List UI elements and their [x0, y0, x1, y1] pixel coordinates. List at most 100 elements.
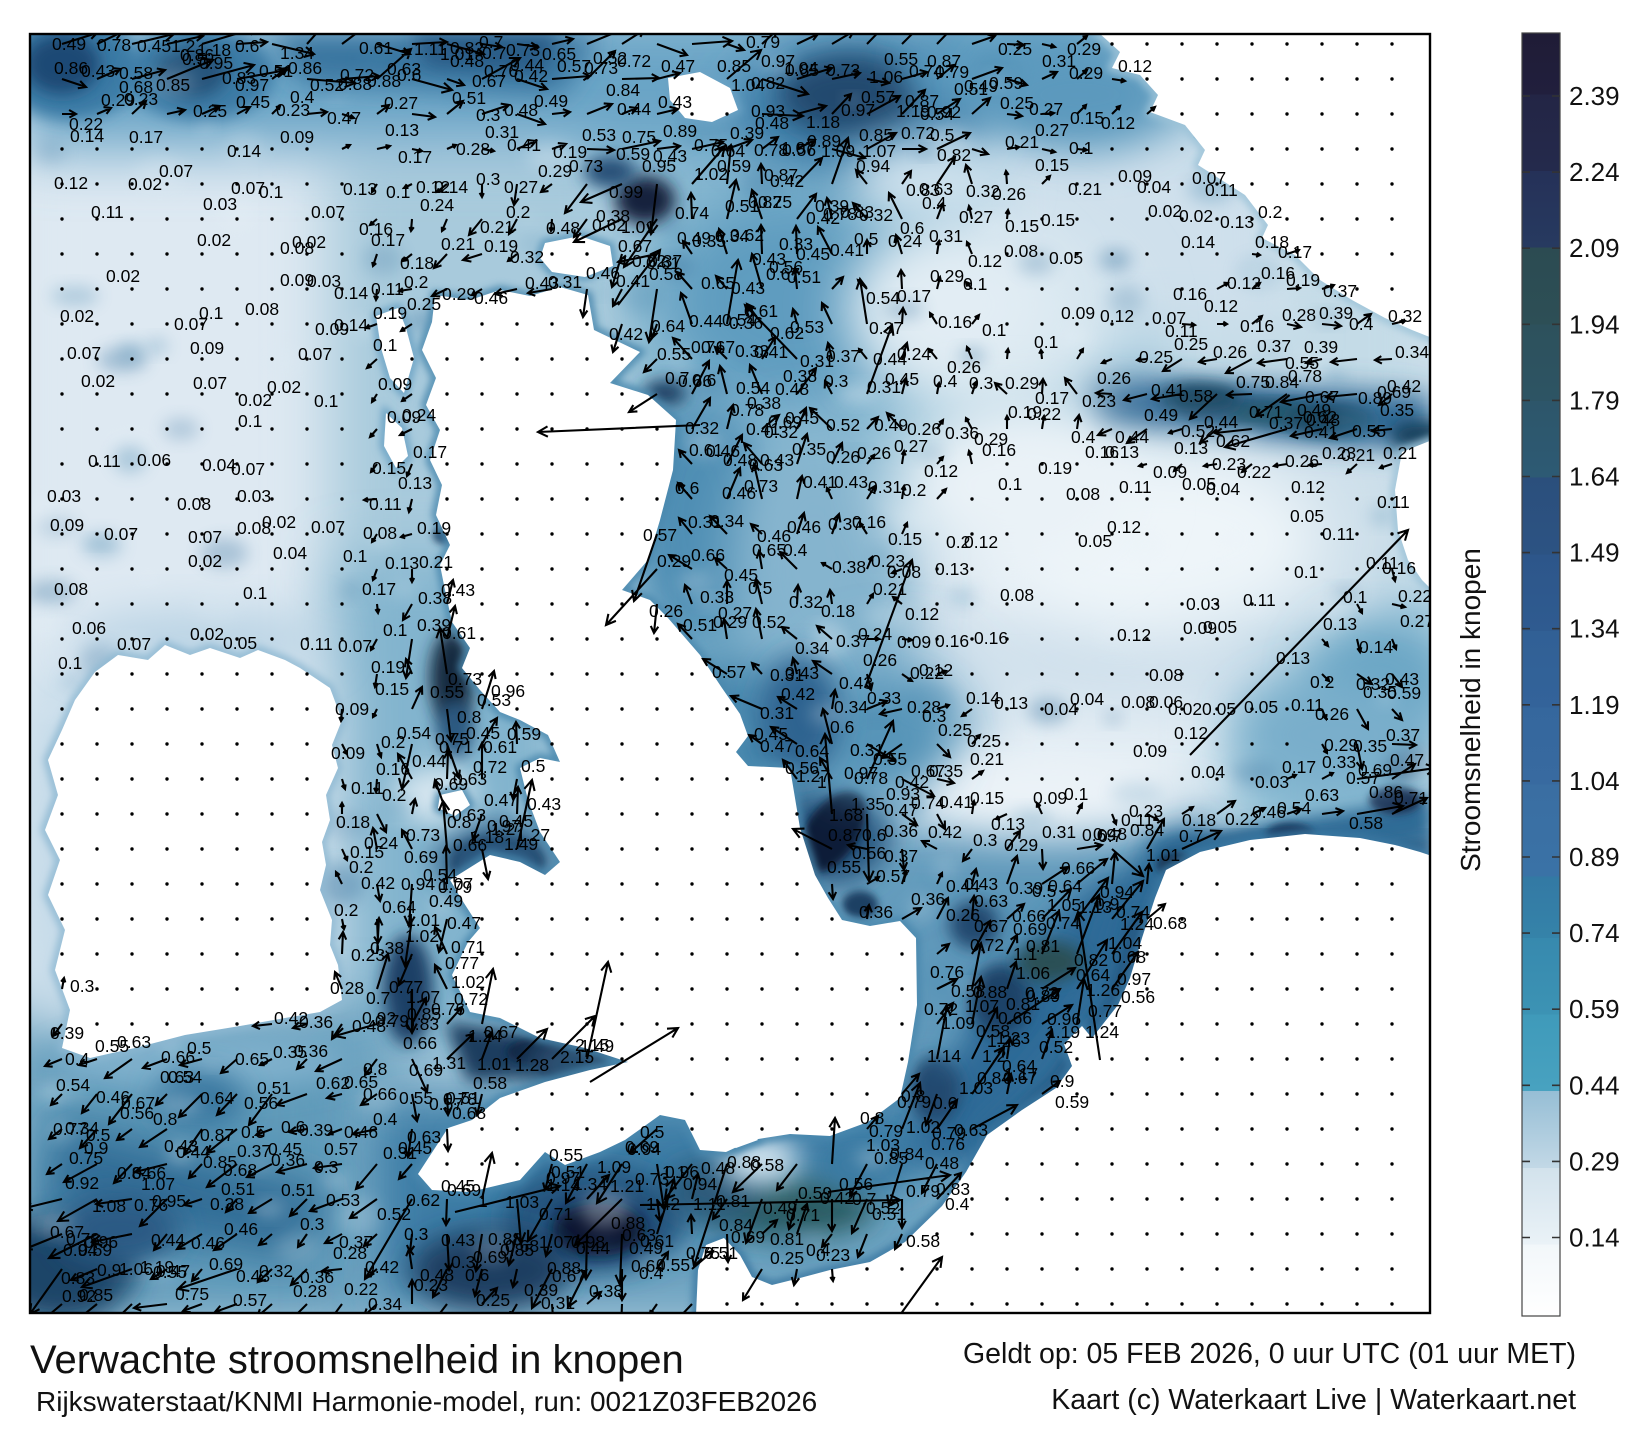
svg-text:0.66: 0.66	[161, 1047, 195, 1067]
svg-text:0.59: 0.59	[1387, 683, 1421, 703]
svg-text:Rijkswaterstaat/KNMI Harmonie-: Rijkswaterstaat/KNMI Harmonie-model, run…	[36, 1386, 817, 1417]
svg-text:0.75: 0.75	[686, 1243, 720, 1263]
svg-text:0.13: 0.13	[385, 120, 419, 140]
svg-text:0.59: 0.59	[717, 156, 751, 176]
svg-text:0.88: 0.88	[611, 1213, 645, 1233]
svg-text:0.11: 0.11	[1121, 810, 1154, 830]
svg-text:0.75: 0.75	[69, 1148, 103, 1168]
svg-text:0.9: 0.9	[84, 1138, 108, 1158]
svg-text:0.8: 0.8	[860, 1108, 884, 1128]
svg-text:0.69: 0.69	[1377, 382, 1411, 402]
svg-text:0.3: 0.3	[824, 371, 848, 391]
svg-text:0.25: 0.25	[476, 1290, 510, 1310]
svg-text:0.23: 0.23	[871, 551, 905, 571]
svg-text:0.59: 0.59	[507, 724, 541, 744]
svg-text:0.71: 0.71	[1394, 788, 1428, 808]
svg-text:0.39: 0.39	[1319, 303, 1353, 323]
svg-text:Verwachte stroomsnelheid in kn: Verwachte stroomsnelheid in knopen	[30, 1338, 684, 1382]
svg-text:0.14: 0.14	[1181, 232, 1215, 252]
svg-text:0.25: 0.25	[938, 720, 972, 740]
svg-text:0.79: 0.79	[932, 1123, 966, 1143]
svg-text:0.39: 0.39	[1304, 337, 1338, 357]
svg-text:0.65: 0.65	[752, 540, 786, 560]
svg-text:0.69: 0.69	[447, 1180, 481, 1200]
svg-text:1.19: 1.19	[140, 1257, 174, 1277]
svg-text:0.15: 0.15	[1041, 210, 1075, 230]
svg-text:0.64: 0.64	[651, 316, 685, 336]
svg-text:0.88: 0.88	[488, 1229, 522, 1249]
svg-text:0.12: 0.12	[924, 461, 958, 481]
svg-text:0.34: 0.34	[834, 697, 868, 717]
svg-text:0.49: 0.49	[763, 1198, 797, 1218]
svg-text:0.39: 0.39	[50, 1023, 84, 1043]
svg-text:0.04: 0.04	[1044, 699, 1078, 719]
svg-text:0.04: 0.04	[1137, 177, 1171, 197]
svg-text:1.02: 1.02	[451, 972, 485, 992]
svg-text:0.07: 0.07	[193, 373, 227, 393]
svg-text:0.63: 0.63	[117, 1032, 151, 1052]
svg-text:0.72: 0.72	[924, 999, 958, 1019]
svg-text:0.02: 0.02	[262, 512, 296, 532]
svg-text:0.17: 0.17	[371, 230, 405, 250]
svg-text:0.34: 0.34	[795, 638, 829, 658]
svg-text:0.22: 0.22	[69, 114, 103, 134]
svg-text:0.52: 0.52	[593, 48, 627, 68]
svg-text:0.35: 0.35	[1363, 682, 1397, 702]
svg-text:0.79: 0.79	[906, 1181, 940, 1201]
svg-text:0.22: 0.22	[1027, 404, 1061, 424]
svg-text:0.28: 0.28	[1282, 305, 1316, 325]
svg-text:0.95: 0.95	[152, 1191, 186, 1211]
svg-text:0.21: 0.21	[1383, 443, 1417, 463]
svg-text:0.52: 0.52	[826, 415, 860, 435]
svg-text:0.68: 0.68	[119, 77, 153, 97]
svg-text:1.03: 1.03	[866, 1135, 900, 1155]
svg-text:0.38: 0.38	[210, 1194, 244, 1214]
svg-text:0.31: 0.31	[929, 226, 963, 246]
svg-text:0.87: 0.87	[764, 165, 798, 185]
svg-text:1.09: 1.09	[941, 1013, 975, 1033]
svg-text:0.49: 0.49	[429, 891, 463, 911]
svg-text:0.3: 0.3	[404, 1224, 428, 1244]
svg-text:0.19: 0.19	[417, 518, 451, 538]
svg-text:0.09: 0.09	[1153, 462, 1187, 482]
svg-text:0.08: 0.08	[1066, 484, 1100, 504]
svg-text:0.52: 0.52	[310, 75, 344, 95]
svg-text:0.5: 0.5	[640, 1122, 664, 1142]
svg-text:0.09: 0.09	[1133, 741, 1167, 761]
svg-text:0.23: 0.23	[351, 945, 385, 965]
svg-text:1.07: 1.07	[539, 1232, 573, 1252]
svg-text:0.36: 0.36	[294, 1041, 328, 1061]
svg-text:0.48: 0.48	[1306, 410, 1340, 430]
svg-text:0.3: 0.3	[451, 1252, 475, 1272]
svg-text:0.13: 0.13	[343, 179, 377, 199]
svg-text:0.54: 0.54	[56, 1075, 90, 1095]
svg-text:0.07: 0.07	[1192, 168, 1226, 188]
svg-text:1.34: 1.34	[280, 43, 314, 63]
svg-text:0.44: 0.44	[873, 349, 907, 369]
svg-text:0.38: 0.38	[589, 1281, 623, 1301]
svg-text:0.93: 0.93	[886, 784, 920, 804]
svg-text:0.69: 0.69	[409, 1060, 443, 1080]
svg-text:1.24: 1.24	[468, 1026, 502, 1046]
svg-text:1.1: 1.1	[1013, 944, 1037, 964]
svg-text:0.38: 0.38	[596, 206, 630, 226]
svg-text:0.55: 0.55	[1352, 421, 1386, 441]
svg-text:0.52: 0.52	[377, 1204, 411, 1224]
svg-text:0.54: 0.54	[423, 865, 457, 885]
svg-text:0.73: 0.73	[506, 40, 540, 60]
svg-text:0.36: 0.36	[300, 1267, 334, 1287]
svg-text:0.16: 0.16	[1261, 263, 1295, 283]
svg-text:0.89: 0.89	[1026, 986, 1060, 1006]
svg-text:0.44: 0.44	[412, 751, 446, 771]
svg-text:0.15: 0.15	[888, 529, 922, 549]
svg-text:0.45: 0.45	[885, 369, 919, 389]
svg-text:0.66: 0.66	[1061, 858, 1095, 878]
svg-text:1.1: 1.1	[662, 1162, 686, 1182]
svg-text:1.19: 1.19	[1569, 690, 1620, 720]
svg-text:1.13: 1.13	[1078, 897, 1112, 917]
svg-text:0.3: 0.3	[70, 976, 94, 996]
svg-text:0.05: 0.05	[1244, 697, 1278, 717]
svg-text:0.29: 0.29	[538, 161, 572, 181]
svg-text:0.11: 0.11	[371, 279, 404, 299]
svg-text:0.5: 0.5	[521, 756, 545, 776]
